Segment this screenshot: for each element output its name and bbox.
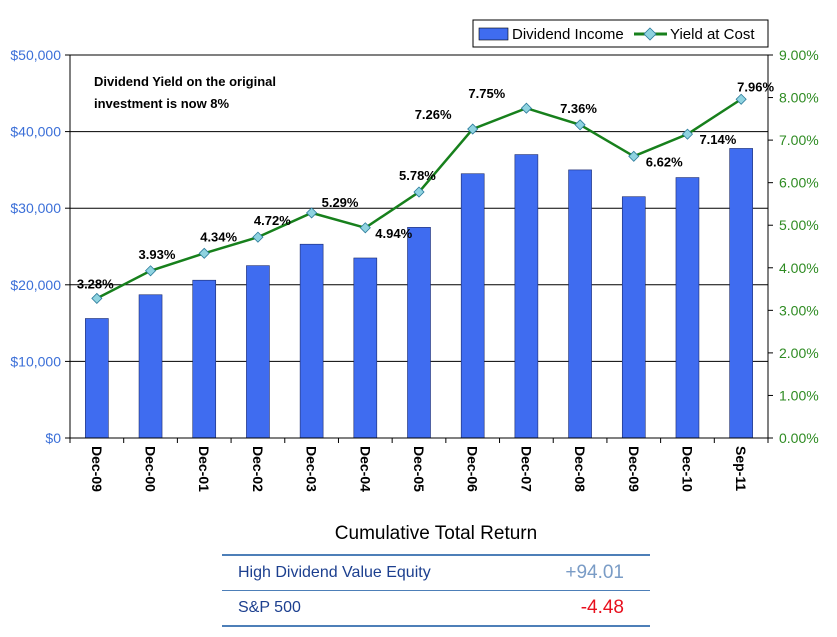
yield-data-label: 5.78% — [399, 168, 436, 183]
left-axis-tick-label: $10,000 — [10, 353, 61, 369]
yield-marker — [359, 222, 371, 234]
right-axis-tick-label: 1.00% — [779, 387, 819, 403]
x-axis-tick-label: Dec-05 — [411, 446, 427, 492]
yield-line-series — [91, 93, 747, 304]
bar — [138, 294, 163, 439]
yield-marker — [628, 150, 640, 162]
bar — [85, 318, 109, 439]
right-axis-ticks: 0.00% 1.00% 2.00% 3.00% 4.00% 5.00% 6.00% 7.00%… — [779, 47, 819, 446]
bar — [246, 265, 270, 439]
yield-data-label: 3.28% — [77, 276, 114, 291]
bar — [514, 154, 539, 439]
bar — [675, 177, 700, 439]
annotation: Dividend Yield on the original investmen… — [94, 74, 276, 111]
dividend-chart: $0 $10,000 $20,000 $30,000 $40,000 $50,000 0.… — [10, 19, 819, 492]
x-axis-tick-label: Dec-08 — [572, 446, 588, 492]
left-axis-tick-label: $50,000 — [10, 47, 61, 63]
bar — [299, 243, 324, 439]
table-row: S&P 500 -4.48 — [222, 590, 650, 625]
yield-data-label: 5.29% — [322, 195, 359, 210]
legend-box — [472, 19, 769, 48]
bar — [353, 257, 378, 439]
yield-data-label: 7.14% — [699, 132, 736, 147]
yield-marker — [574, 119, 586, 131]
x-axis-tick-label: Sep-11 — [733, 446, 749, 491]
left-axis-tick-label: $20,000 — [10, 277, 61, 293]
right-axis-tick-label: 9.00% — [779, 47, 819, 63]
right-axis-tick-label: 4.00% — [779, 260, 819, 276]
yield-marker — [144, 265, 157, 277]
yield-marker — [520, 102, 532, 114]
bar — [568, 169, 592, 439]
x-axis-tick-label: Dec-02 — [250, 446, 266, 492]
left-axis-tick-label: $30,000 — [10, 200, 61, 216]
x-axis-tick-label: Dec-09 — [89, 446, 105, 492]
yield-data-label: 3.93% — [139, 247, 176, 262]
bar — [460, 173, 485, 439]
x-axis-tick-label: Dec-00 — [143, 446, 159, 492]
yield-marker — [467, 123, 479, 135]
yield-marker — [413, 186, 425, 198]
right-axis-tick-label: 5.00% — [779, 217, 819, 233]
left-axis-ticks: $0 $10,000 $20,000 $30,000 $40,000 $50,000 — [10, 47, 61, 446]
legend-bar-swatch — [478, 27, 509, 41]
x-axis-tick-label: Dec-04 — [357, 446, 373, 492]
yield-data-label: 7.26% — [415, 107, 452, 122]
bar — [407, 227, 431, 439]
legend-marker — [643, 27, 657, 41]
row-value-sp500: -4.48 — [580, 597, 624, 618]
right-axis-tick-label: 2.00% — [779, 345, 819, 361]
yield-marker — [91, 292, 103, 304]
gridlines — [70, 54, 768, 362]
row-label-hdve: High Dividend Value Equity — [238, 564, 431, 581]
yield-data-labels: 3.28% 3.93% 4.34% 4.72% 5.29% 4.94% 5.78% 7.26%… — [77, 79, 775, 291]
yield-data-label: 4.34% — [200, 229, 237, 244]
right-axis-tick-label: 3.00% — [779, 302, 819, 318]
yield-data-label: 7.75% — [468, 86, 505, 101]
left-axis-tick-label: $40,000 — [10, 124, 61, 140]
yield-data-label: 4.94% — [375, 226, 412, 241]
legend-label-dividend-income: Dividend Income — [512, 26, 624, 43]
x-axis-tick-label: Dec-06 — [465, 446, 481, 492]
table-row: High Dividend Value Equity +94.01 — [222, 556, 650, 590]
x-axis-ticks: Dec-09 Dec-00 Dec-01 Dec-02 Dec-03 Dec-04 Dec-… — [89, 446, 749, 492]
right-axis-tick-label: 0.00% — [779, 430, 819, 446]
yield-marker — [306, 207, 318, 219]
right-axis-tick-label: 6.00% — [779, 175, 819, 191]
row-label-sp500: S&P 500 — [238, 599, 301, 616]
x-axis-tick-label: Dec-10 — [679, 446, 695, 492]
left-axis-tick-label: $0 — [45, 430, 61, 446]
x-axis-tick-label: Dec-07 — [518, 446, 534, 492]
yield-marker — [252, 231, 264, 243]
return-table: High Dividend Value Equity +94.01 S&P 50… — [222, 554, 650, 627]
yield-data-label: 6.62% — [646, 154, 683, 169]
yield-marker — [198, 247, 210, 259]
annotation-line-2: investment is now 8% — [94, 96, 230, 111]
legend-label-yield-at-cost: Yield at Cost — [670, 26, 755, 43]
yield-marker — [681, 128, 694, 140]
annotation-line-1: Dividend Yield on the original — [94, 74, 276, 89]
yield-data-label: 7.96% — [737, 79, 774, 94]
yield-marker — [735, 93, 747, 105]
bar — [192, 279, 217, 439]
yield-data-label: 7.36% — [560, 101, 597, 116]
x-axis-tick-label: Dec-03 — [304, 446, 320, 492]
yield-data-label: 4.72% — [254, 213, 291, 228]
x-axis-tick-label: Dec-09 — [626, 446, 642, 492]
bar — [621, 196, 646, 439]
bar — [729, 148, 753, 439]
axes — [65, 54, 773, 443]
right-axis-tick-label: 8.00% — [779, 90, 819, 106]
right-axis-tick-label: 7.00% — [779, 132, 819, 148]
x-axis-tick-label: Dec-01 — [196, 446, 212, 492]
row-value-hdve: +94.01 — [565, 562, 624, 583]
legend: Dividend Income Yield at Cost — [472, 19, 769, 48]
table-title: Cumulative Total Return — [334, 523, 538, 544]
